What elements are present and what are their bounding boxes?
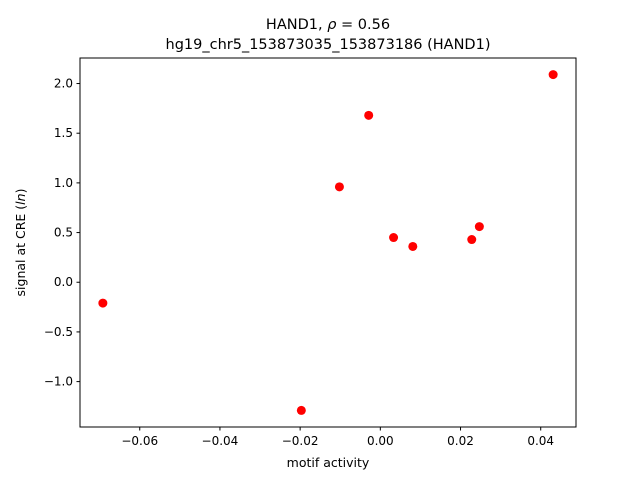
y-tick-label: 0.0	[54, 275, 73, 289]
data-point	[364, 110, 374, 120]
y-axis-label-suffix: )	[13, 189, 28, 194]
y-tick-label: 0.5	[54, 226, 73, 240]
x-tick-label: 0.02	[447, 434, 474, 448]
chart-title-prefix: HAND1,	[266, 17, 327, 33]
plot-area: −0.06 −0.04 −0.02 0.00 0.02 0.04 −1.0 −0.5 0.0 0.…	[44, 70, 558, 448]
x-tick-label: −0.04	[202, 434, 239, 448]
chart-title-rho-value: = 0.56	[336, 17, 390, 33]
chart-subtitle: hg19_chr5_153873035_153873186 (HAND1)	[166, 37, 491, 53]
data-point	[408, 241, 418, 251]
data-point	[548, 70, 558, 80]
data-point	[334, 182, 344, 192]
x-tick-label: −0.06	[121, 434, 158, 448]
x-axis-label: motif activity	[287, 455, 370, 470]
chart-title: HAND1, ρ = 0.56	[266, 17, 390, 33]
x-tick-label: −0.02	[282, 434, 319, 448]
data-point	[98, 298, 108, 308]
y-axis-label: signal at CRE (ln)	[13, 189, 28, 297]
data-point	[474, 222, 484, 232]
data-point	[467, 235, 477, 245]
axes-frame	[79, 57, 577, 428]
y-tick-label: 1.0	[54, 176, 73, 190]
y-tick-label: −0.5	[44, 325, 73, 339]
y-tick-label: 1.5	[54, 126, 73, 140]
y-tick-label: 2.0	[54, 77, 73, 91]
y-axis-label-prefix: signal at CRE (	[13, 205, 28, 297]
chart-title-rho: ρ	[327, 17, 337, 33]
data-point	[389, 233, 399, 243]
y-tick-label: −1.0	[44, 375, 73, 389]
y-axis-label-italic: ln	[13, 193, 28, 204]
x-tick-label: 0.00	[367, 434, 394, 448]
x-tick-label: 0.04	[527, 434, 554, 448]
data-point	[296, 405, 306, 415]
